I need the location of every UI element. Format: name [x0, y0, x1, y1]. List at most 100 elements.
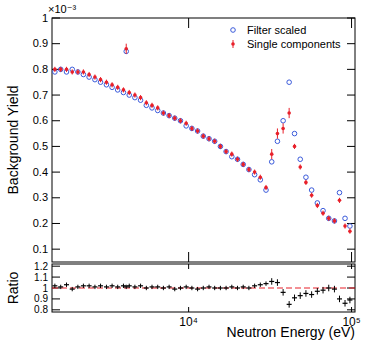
- y-tick: [52, 95, 60, 96]
- point: [264, 186, 268, 190]
- point: [195, 288, 200, 289]
- point: [53, 68, 57, 72]
- point: [269, 281, 274, 282]
- point: [195, 129, 200, 134]
- point: [150, 286, 155, 287]
- point: [179, 119, 183, 123]
- y-tick-label: 1.1: [34, 272, 48, 283]
- point: [235, 157, 240, 162]
- point: [207, 286, 212, 287]
- point: [269, 160, 274, 165]
- y-axis-label: Ratio: [5, 271, 21, 304]
- point: [213, 139, 217, 143]
- x-tick: [351, 18, 352, 28]
- point: [224, 150, 228, 154]
- point: [99, 78, 103, 82]
- point: [224, 149, 229, 154]
- point: [326, 216, 331, 221]
- y-tick: [52, 309, 60, 310]
- point: [82, 70, 86, 74]
- point: [287, 80, 292, 85]
- point: [124, 286, 129, 287]
- point: [219, 145, 223, 149]
- point: [178, 118, 183, 123]
- y-tick: [347, 146, 355, 147]
- point: [315, 291, 320, 292]
- point: [104, 286, 109, 287]
- point: [172, 288, 177, 289]
- y-tick-label: 1.2: [34, 261, 48, 272]
- x-tick: [188, 18, 189, 28]
- point: [150, 104, 154, 108]
- point: [64, 284, 69, 285]
- point: [309, 294, 314, 295]
- x-tick: [351, 252, 352, 262]
- point: [292, 297, 297, 298]
- point: [178, 287, 183, 288]
- y-tick-label: 0.9: [33, 37, 48, 49]
- point: [190, 126, 195, 131]
- point: [201, 134, 205, 138]
- point: [241, 163, 245, 167]
- point: [316, 204, 320, 208]
- point: [116, 86, 120, 90]
- x-tick: [188, 307, 189, 312]
- point: [337, 190, 342, 195]
- y-tick: [52, 146, 60, 147]
- point: [52, 285, 57, 286]
- x-tick: [188, 264, 189, 269]
- y-tick: [52, 172, 60, 173]
- point: [338, 199, 342, 203]
- point: [93, 75, 97, 79]
- point: [275, 139, 280, 144]
- point: [247, 167, 252, 172]
- point: [259, 175, 263, 179]
- point: [230, 152, 234, 156]
- point: [207, 136, 212, 141]
- y-tick: [347, 18, 355, 19]
- legend-swatch: [233, 40, 234, 48]
- point: [105, 80, 109, 84]
- point: [133, 93, 137, 97]
- point: [332, 219, 337, 224]
- point: [184, 286, 189, 287]
- point: [246, 287, 251, 288]
- legend-swatch: [231, 28, 236, 33]
- point: [236, 157, 240, 161]
- point: [293, 145, 297, 149]
- point: [304, 175, 309, 180]
- point: [173, 116, 177, 120]
- y-tick: [347, 120, 355, 121]
- point: [281, 127, 285, 131]
- point: [229, 286, 234, 287]
- legend: Filter scaledSingle components: [231, 24, 341, 50]
- point: [281, 292, 286, 293]
- point: [167, 286, 172, 287]
- point: [281, 118, 286, 123]
- point: [348, 229, 352, 233]
- point: [218, 144, 223, 149]
- y-tick: [52, 43, 60, 44]
- point: [162, 111, 166, 115]
- y-tick-label: 1: [42, 283, 48, 294]
- point: [337, 298, 342, 299]
- point: [258, 284, 263, 285]
- point: [139, 96, 143, 100]
- y-tick-label: 0.5: [33, 140, 48, 152]
- y-tick: [52, 197, 60, 198]
- plot-area: [52, 278, 355, 307]
- point: [252, 285, 257, 286]
- point: [115, 286, 120, 287]
- point: [275, 282, 280, 283]
- y-tick: [347, 197, 355, 198]
- point: [332, 288, 337, 289]
- y-tick: [52, 277, 60, 278]
- point: [127, 285, 132, 286]
- legend-label: Filter scaled: [247, 24, 306, 36]
- point: [270, 152, 274, 156]
- point: [110, 285, 115, 286]
- point: [87, 285, 92, 286]
- point: [201, 287, 206, 288]
- point: [287, 111, 291, 115]
- y-tick: [347, 43, 355, 44]
